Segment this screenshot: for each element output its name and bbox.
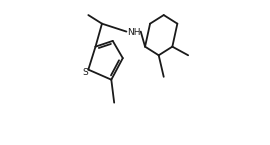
Text: NH: NH — [127, 28, 141, 37]
Text: S: S — [83, 68, 88, 77]
